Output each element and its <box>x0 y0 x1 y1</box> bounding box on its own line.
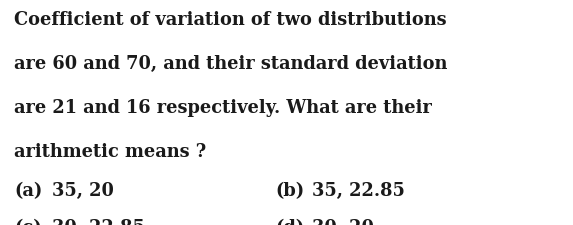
Text: arithmetic means ?: arithmetic means ? <box>14 143 206 161</box>
Text: (a): (a) <box>14 182 43 200</box>
Text: (d): (d) <box>275 219 304 225</box>
Text: (b): (b) <box>275 182 304 200</box>
Text: 30, 20: 30, 20 <box>312 219 374 225</box>
Text: (c): (c) <box>14 219 42 225</box>
Text: are 60 and 70, and their standard deviation: are 60 and 70, and their standard deviat… <box>14 55 448 73</box>
Text: 35, 22.85: 35, 22.85 <box>312 182 405 200</box>
Text: Coefficient of variation of two distributions: Coefficient of variation of two distribu… <box>14 11 447 29</box>
Text: are 21 and 16 respectively. What are their: are 21 and 16 respectively. What are the… <box>14 99 432 117</box>
Text: 35, 20: 35, 20 <box>52 182 113 200</box>
Text: 30, 22.85: 30, 22.85 <box>52 219 144 225</box>
